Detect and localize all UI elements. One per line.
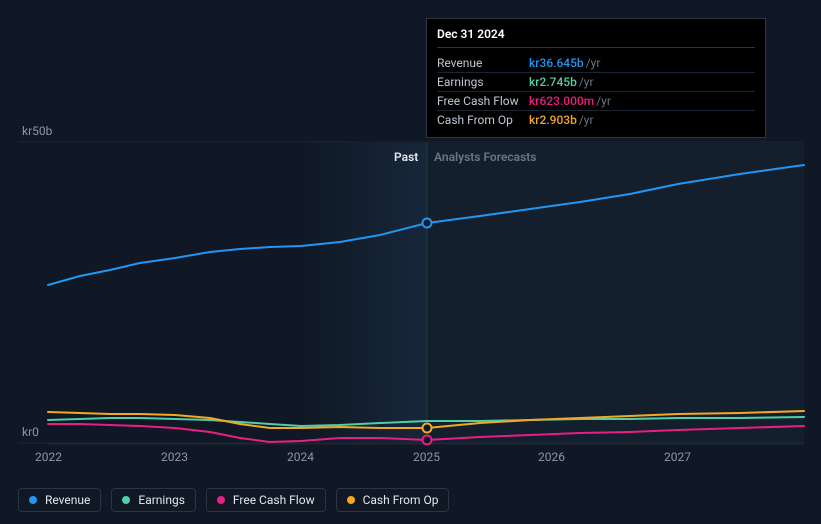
tooltip-row: Earningskr2.745b /yr [437, 73, 755, 92]
legend-item-fcf[interactable]: Free Cash Flow [206, 488, 326, 512]
tooltip-row-value: kr2.745b [529, 75, 577, 89]
tooltip-row-suffix: /yr [579, 75, 594, 89]
legend-dot [122, 496, 130, 504]
tooltip-row-suffix: /yr [596, 94, 611, 108]
legend-label: Cash From Op [363, 493, 439, 507]
legend-item-revenue[interactable]: Revenue [18, 488, 101, 512]
x-axis-year: 2026 [538, 450, 565, 464]
tooltip-row-label: Earnings [437, 75, 529, 89]
x-axis-year: 2023 [161, 450, 188, 464]
legend-label: Revenue [45, 493, 90, 507]
x-axis-year: 2027 [664, 450, 691, 464]
legend-dot [29, 496, 37, 504]
legend-item-cfo[interactable]: Cash From Op [336, 488, 450, 512]
y-axis-label-bottom: kr0 [22, 425, 39, 439]
tooltip-row-value: kr36.645b [529, 56, 584, 70]
x-axis-year: 2024 [287, 450, 314, 464]
x-axis-year: 2022 [35, 450, 62, 464]
x-axis-year: 2025 [413, 450, 440, 464]
y-axis-label-top: kr50b [22, 124, 52, 138]
tooltip-row: Cash From Opkr2.903b /yr [437, 111, 755, 129]
data-tooltip: Dec 31 2024 Revenuekr36.645b /yrEarnings… [426, 18, 766, 138]
section-label-past: Past [394, 150, 418, 164]
legend-dot [217, 496, 225, 504]
legend-label: Free Cash Flow [233, 493, 315, 507]
section-label-forecast: Analysts Forecasts [434, 150, 536, 164]
tooltip-row-label: Free Cash Flow [437, 94, 529, 108]
tooltip-row: Revenuekr36.645b /yr [437, 54, 755, 73]
legend-dot [347, 496, 355, 504]
tooltip-date: Dec 31 2024 [437, 27, 755, 48]
legend-label: Earnings [138, 493, 185, 507]
tooltip-row-suffix: /yr [586, 56, 601, 70]
tooltip-row-label: Revenue [437, 56, 529, 70]
legend-item-earnings[interactable]: Earnings [111, 488, 196, 512]
tooltip-row-suffix: /yr [579, 113, 594, 127]
tooltip-row: Free Cash Flowkr623.000m /yr [437, 92, 755, 111]
tooltip-row-label: Cash From Op [437, 113, 529, 127]
tooltip-row-value: kr623.000m [529, 94, 594, 108]
tooltip-row-value: kr2.903b [529, 113, 577, 127]
legend: Revenue Earnings Free Cash Flow Cash From O… [18, 488, 449, 512]
